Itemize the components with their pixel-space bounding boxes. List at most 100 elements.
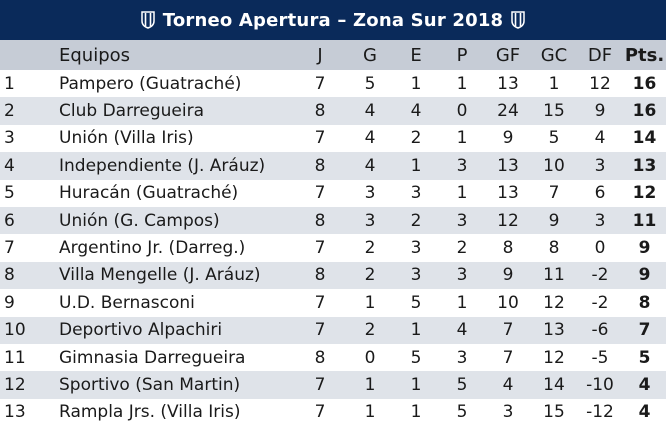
lost-cell: 3 (439, 206, 485, 235)
drawn-cell: 2 (393, 124, 439, 153)
goal-difference-cell: 9 (577, 97, 623, 125)
team-cell: Deportivo Alpachiri (55, 316, 293, 344)
team-cell: U.D. Bernasconi (55, 289, 293, 317)
position-cell: 9 (0, 289, 55, 317)
position-cell: 1 (0, 70, 55, 98)
col-header-played: J (293, 40, 347, 70)
team-cell: Huracán (Guatraché) (55, 179, 293, 207)
position-cell: 12 (0, 371, 55, 399)
goal-difference-cell: 0 (577, 234, 623, 262)
drawn-cell: 5 (393, 343, 439, 372)
lost-cell: 1 (439, 124, 485, 153)
goals-for-cell: 7 (485, 343, 531, 372)
team-cell: Sportivo (San Martin) (55, 371, 293, 399)
table-row: 12 Sportivo (San Martin) 7 1 1 5 4 14 -10 4 (0, 371, 666, 399)
goal-difference-cell: 4 (577, 124, 623, 153)
won-cell: 5 (347, 70, 393, 98)
points-cell: 4 (623, 371, 666, 399)
drawn-cell: 5 (393, 289, 439, 317)
goals-against-cell: 10 (531, 152, 577, 180)
table-row: 9 U.D. Bernasconi 7 1 5 1 10 12 -2 8 (0, 289, 666, 317)
team-cell: Gimnasia Darregueira (55, 343, 293, 372)
drawn-cell: 3 (393, 234, 439, 262)
team-cell: Rampla Jrs. (Villa Iris) (55, 398, 293, 427)
lost-cell: 5 (439, 398, 485, 427)
won-cell: 4 (347, 124, 393, 153)
header-row: Equipos J G E P GF GC DF Pts. (0, 40, 666, 70)
col-header-team: Equipos (55, 40, 293, 70)
points-cell: 16 (623, 97, 666, 125)
points-cell: 9 (623, 261, 666, 290)
lost-cell: 1 (439, 179, 485, 207)
col-header-goals-for: GF (485, 40, 531, 70)
goals-for-cell: 3 (485, 398, 531, 427)
league-crest-icon (140, 11, 155, 29)
team-cell: Pampero (Guatraché) (55, 70, 293, 98)
played-cell: 7 (293, 289, 347, 317)
points-cell: 5 (623, 343, 666, 372)
lost-cell: 0 (439, 97, 485, 125)
team-cell: Argentino Jr. (Darreg.) (55, 234, 293, 262)
lost-cell: 1 (439, 289, 485, 317)
standings-table: Equipos J G E P GF GC DF Pts. 1 Pampero (… (0, 40, 666, 427)
table-row: 11 Gimnasia Darregueira 8 0 5 3 7 12 -5 5 (0, 343, 666, 372)
goals-against-cell: 9 (531, 206, 577, 235)
won-cell: 3 (347, 179, 393, 207)
position-cell: 11 (0, 343, 55, 372)
goals-for-cell: 7 (485, 316, 531, 344)
col-header-lost: P (439, 40, 485, 70)
played-cell: 7 (293, 70, 347, 98)
points-cell: 9 (623, 234, 666, 262)
table-row: 2 Club Darregueira 8 4 4 0 24 15 9 16 (0, 97, 666, 125)
position-cell: 6 (0, 206, 55, 235)
table-row: 3 Unión (Villa Iris) 7 4 2 1 9 5 4 14 (0, 124, 666, 153)
played-cell: 7 (293, 179, 347, 207)
won-cell: 1 (347, 371, 393, 399)
goals-against-cell: 12 (531, 289, 577, 317)
col-header-points: Pts. (623, 40, 666, 70)
table-row: 8 Villa Mengelle (J. Aráuz) 8 2 3 3 9 11 -2 9 (0, 261, 666, 290)
goal-difference-cell: 6 (577, 179, 623, 207)
goals-against-cell: 11 (531, 261, 577, 290)
goals-for-cell: 9 (485, 124, 531, 153)
points-cell: 16 (623, 70, 666, 98)
goals-against-cell: 14 (531, 371, 577, 399)
position-cell: 4 (0, 152, 55, 180)
team-cell: Unión (Villa Iris) (55, 124, 293, 153)
goal-difference-cell: -6 (577, 316, 623, 344)
position-cell: 7 (0, 234, 55, 262)
title-bar: Torneo Apertura – Zona Sur 2018 (0, 0, 666, 40)
team-cell: Independiente (J. Aráuz) (55, 152, 293, 180)
goals-against-cell: 7 (531, 179, 577, 207)
table-row: 13 Rampla Jrs. (Villa Iris) 7 1 1 5 3 15 -12 4 (0, 398, 666, 427)
drawn-cell: 3 (393, 179, 439, 207)
drawn-cell: 2 (393, 206, 439, 235)
goals-for-cell: 12 (485, 206, 531, 235)
position-cell: 10 (0, 316, 55, 344)
table-row: 7 Argentino Jr. (Darreg.) 7 2 3 2 8 8 0 9 (0, 234, 666, 262)
table-row: 1 Pampero (Guatraché) 7 5 1 1 13 1 12 16 (0, 70, 666, 98)
played-cell: 7 (293, 316, 347, 344)
goal-difference-cell: 3 (577, 152, 623, 180)
team-cell: Club Darregueira (55, 97, 293, 125)
drawn-cell: 1 (393, 398, 439, 427)
position-cell: 3 (0, 124, 55, 153)
team-cell: Unión (G. Campos) (55, 206, 293, 235)
played-cell: 7 (293, 371, 347, 399)
points-cell: 12 (623, 179, 666, 207)
won-cell: 2 (347, 261, 393, 290)
goals-for-cell: 13 (485, 152, 531, 180)
lost-cell: 3 (439, 152, 485, 180)
played-cell: 8 (293, 206, 347, 235)
won-cell: 2 (347, 316, 393, 344)
played-cell: 8 (293, 261, 347, 290)
position-cell: 8 (0, 261, 55, 290)
goal-difference-cell: 12 (577, 70, 623, 98)
drawn-cell: 3 (393, 261, 439, 290)
table-row: 6 Unión (G. Campos) 8 3 2 3 12 9 3 11 (0, 206, 666, 235)
goals-against-cell: 15 (531, 398, 577, 427)
won-cell: 3 (347, 206, 393, 235)
drawn-cell: 1 (393, 152, 439, 180)
points-cell: 11 (623, 206, 666, 235)
